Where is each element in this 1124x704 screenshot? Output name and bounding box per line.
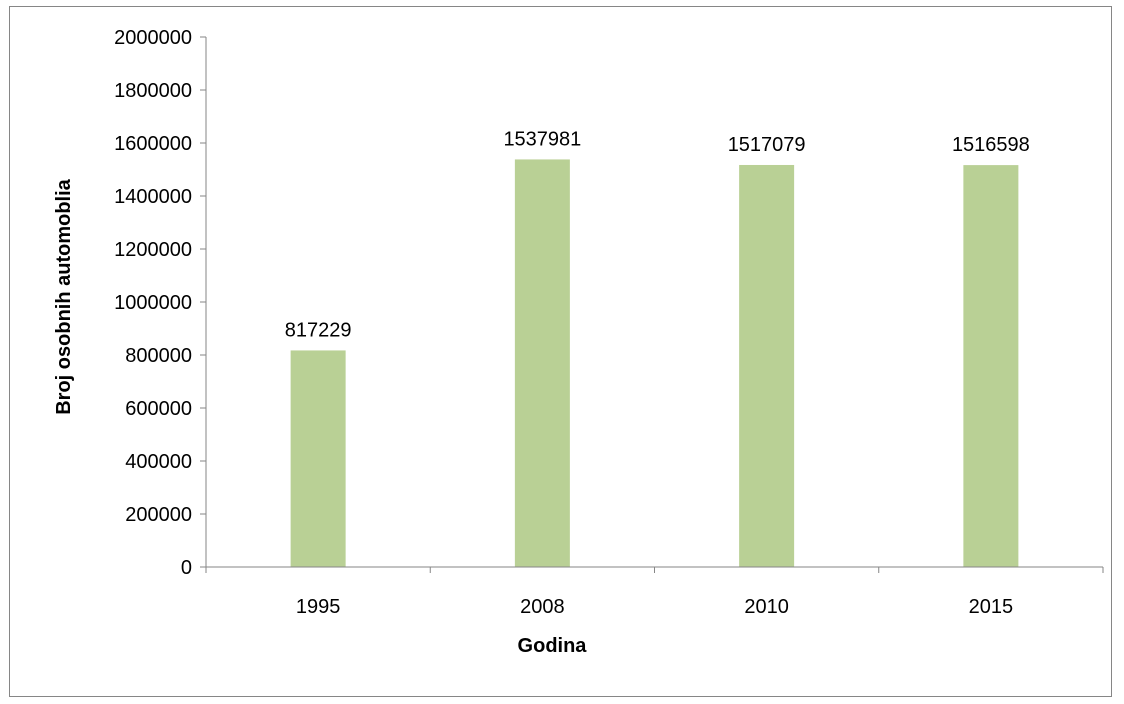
y-axis-title: Broj osobnih automoblia [53, 178, 75, 414]
data-label-2010: 1517079 [728, 134, 806, 156]
x-axis-title: Godina [518, 635, 588, 657]
bar-chart: 0 200000 400000 600000 800000 1000000 1200000 1… [53, 27, 1104, 657]
y-tick-label: 1000000 [114, 292, 192, 314]
y-tick-label: 1400000 [114, 186, 192, 208]
y-tick-label: 200000 [125, 504, 192, 526]
y-tick-label: 0 [181, 557, 192, 579]
y-tick-label: 1800000 [114, 80, 192, 102]
chart-area: 0 200000 400000 600000 800000 1000000 1200000 1… [9, 6, 1112, 697]
y-tick-label: 1600000 [114, 133, 192, 155]
bar-2008 [514, 159, 570, 567]
y-tick-label: 400000 [125, 451, 192, 473]
data-label-2015: 1516598 [952, 134, 1030, 156]
data-label-2008: 1537981 [503, 128, 581, 150]
data-labels: 817229 1537981 1517079 1516598 [285, 128, 1030, 341]
x-tick-label-2010: 2010 [744, 596, 789, 618]
bar-2010 [739, 164, 795, 567]
y-tick-label: 2000000 [114, 27, 192, 49]
y-tick-label: 1200000 [114, 239, 192, 261]
y-tick-label: 600000 [125, 398, 192, 420]
x-tick-label-2008: 2008 [520, 596, 565, 618]
bar-2015 [963, 165, 1019, 567]
y-axis-ticks: 0 200000 400000 600000 800000 1000000 1200000 1… [114, 27, 206, 579]
bars [290, 159, 1019, 567]
x-tick-label-2015: 2015 [969, 596, 1014, 618]
x-tick-label-1995: 1995 [296, 596, 341, 618]
x-axis-ticks: 1995 2008 2010 2015 [205, 567, 1104, 618]
y-tick-label: 800000 [125, 345, 192, 367]
data-label-1995: 817229 [285, 319, 352, 341]
bar-1995 [290, 350, 346, 567]
